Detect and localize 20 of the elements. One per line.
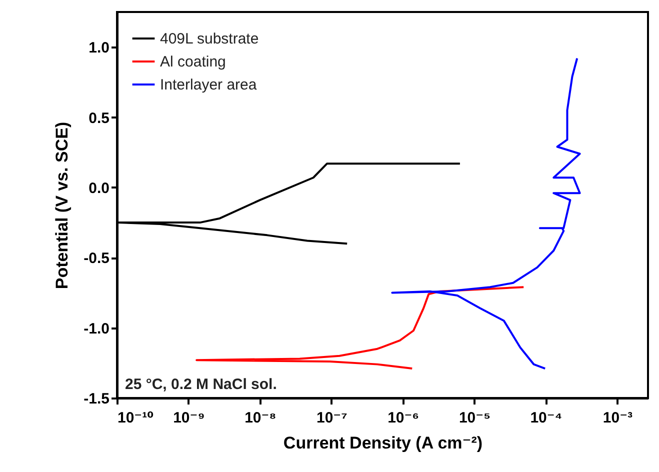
x-tick-label: 10⁻⁶ bbox=[388, 410, 420, 426]
x-tick-label: 10⁻⁹ bbox=[173, 410, 205, 426]
y-tick-label: -1.5 bbox=[84, 390, 110, 408]
x-tick-label: 10⁻⁴ bbox=[530, 410, 562, 426]
legend-label: Interlayer area bbox=[160, 76, 258, 94]
y-tick-label: 1.0 bbox=[88, 40, 110, 57]
x-tick-label: 10⁻¹⁰ bbox=[118, 410, 154, 426]
legend-label: Al coating bbox=[160, 54, 226, 70]
x-axis-title: Current Density (A cm⁻²) bbox=[283, 434, 483, 452]
y-tick-label: 0.0 bbox=[88, 180, 110, 197]
y-tick-label: -1.0 bbox=[84, 320, 110, 338]
annotation: 25 °C, 0.2 M NaCl sol. bbox=[125, 376, 277, 393]
y-axis-title: Potential (V vs. SCE) bbox=[52, 122, 72, 290]
x-tick-label: 10⁻³ bbox=[602, 410, 632, 426]
x-tick-label: 10⁻⁷ bbox=[316, 410, 348, 426]
legend-label: 409L substrate bbox=[160, 30, 259, 48]
x-tick-label: 10⁻⁵ bbox=[458, 410, 491, 426]
y-tick-label: -0.5 bbox=[84, 250, 110, 268]
x-tick-label: 10⁻⁸ bbox=[244, 410, 276, 426]
y-tick-label: 0.5 bbox=[88, 110, 110, 127]
